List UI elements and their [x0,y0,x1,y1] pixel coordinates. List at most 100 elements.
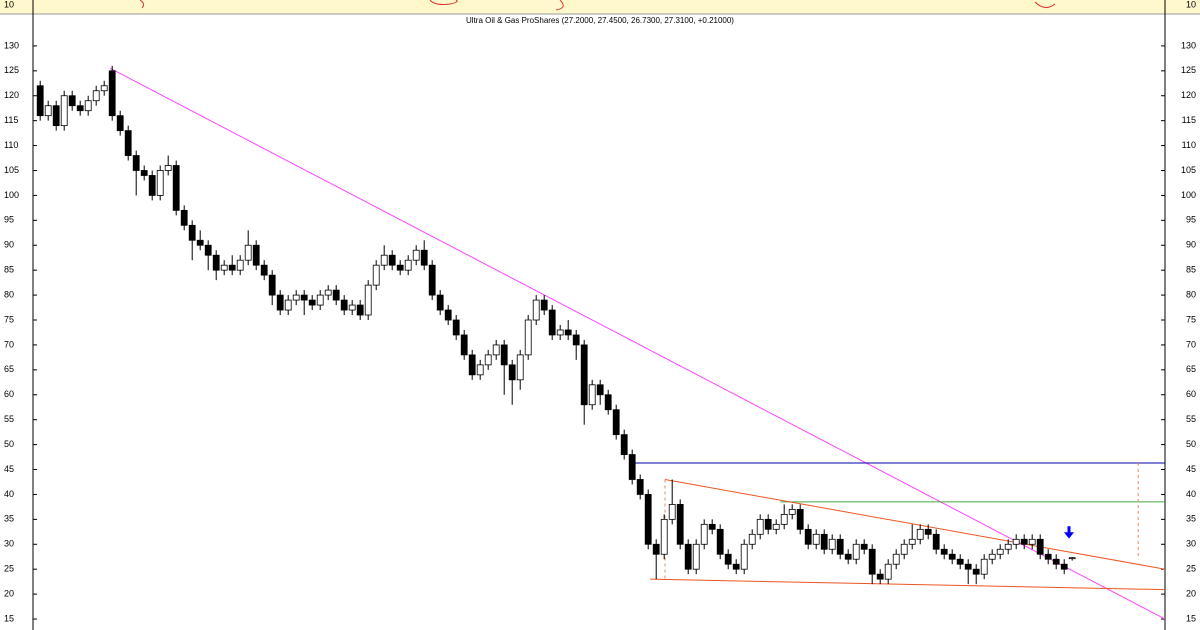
y2-tick-label: 85 [1186,265,1196,275]
y-tick-label: 125 [4,65,19,75]
y2-tick-label: 95 [1186,215,1196,225]
y-tick-label: 30 [4,539,14,549]
candle-body [60,95,68,127]
candle-body [788,508,796,515]
y-tick-label: 95 [4,215,14,225]
candle-body [860,543,868,550]
y-tick-label: 80 [4,289,14,299]
y-tick-label: 110 [4,140,18,150]
candle-body [820,533,828,550]
trend-line [109,67,1166,620]
candle-body [356,304,364,316]
candle-body [516,354,524,381]
trend-line [664,478,1166,570]
y2-tick-label: 90 [1186,240,1196,250]
candle-body [732,563,740,570]
candle-body [236,259,244,271]
candle-body [1036,538,1044,555]
candle-body [996,548,1004,555]
candle-body [532,299,540,321]
candle-body [36,85,44,117]
top-panel [0,0,1200,14]
candle-body [716,528,724,555]
y2-tick-label: 130 [1181,40,1196,50]
y2-tick-label: 60 [1186,389,1196,399]
candle-body [1052,558,1060,565]
y2-tick-label: 40 [1186,489,1196,499]
y-tick-label: 20 [4,588,14,598]
y-tick-label: 15 [4,613,14,623]
candle-body [300,294,308,301]
candle-body [852,543,860,560]
candle-body [172,165,180,211]
candle-body [188,224,196,241]
y-tick-label: 115 [4,115,18,125]
candle-body [708,523,716,530]
candle-body [892,553,900,565]
candle-body [212,254,220,271]
candle-body [324,289,332,296]
y-tick-label: 75 [4,314,14,324]
y2-tick-label: 15 [1186,613,1196,623]
y-tick-label: 70 [4,339,14,349]
candle-body [644,494,652,545]
candle-body [916,528,924,540]
candle-body [924,528,932,535]
candle-body [836,538,844,555]
candle-body [308,299,316,306]
candle-body [348,304,356,311]
candle-body [492,344,500,356]
candle-body [588,384,596,406]
candle-body [420,249,428,266]
y2-tick-label: 55 [1186,414,1196,424]
candle-body [972,568,980,575]
candle-body [436,294,444,311]
candle-body [604,394,612,411]
candle-body [84,100,92,112]
y-tick-label: 60 [4,389,14,399]
candle-body [444,309,452,321]
candle-body [940,548,948,555]
candle-body [92,90,100,102]
candle-body [284,299,292,311]
candle-body [44,105,52,117]
candle-body [116,115,124,132]
top-panel-tick-label: 10 [4,0,14,9]
candle-body [700,523,708,545]
candle-body [180,209,188,226]
trend-line [650,578,1166,591]
candle-body [676,504,684,545]
candle-body [220,264,228,271]
candle-body [132,155,140,171]
candle-body [396,264,404,271]
candle-body [1068,557,1076,560]
candle-body [580,344,588,406]
candle-body [956,558,964,565]
candle-body [76,105,84,112]
y-tick-label: 85 [4,265,14,275]
candle-body [292,294,300,301]
candle-body [804,528,812,545]
y2-tick-label: 65 [1186,364,1196,374]
candle-body [540,299,548,311]
y2-tick-label: 105 [1181,165,1196,175]
candle-body [556,329,564,336]
candle-body [404,259,412,271]
candle-body [508,364,516,381]
candle-body [260,264,268,276]
candle-body [948,553,956,560]
top-panel-tick-label: 10 [1186,0,1196,9]
candle-body [796,508,804,530]
candle-body [332,289,340,301]
y-tick-label: 130 [4,40,19,50]
y2-tick-label: 45 [1186,464,1196,474]
y2-tick-label: 80 [1186,289,1196,299]
candle-body [100,85,108,92]
y2-tick-label: 125 [1181,65,1196,75]
candle-body [340,299,348,311]
candle-body [1060,563,1068,570]
candle-body [780,513,788,525]
candle-body [228,264,236,271]
candle-body [572,334,580,346]
